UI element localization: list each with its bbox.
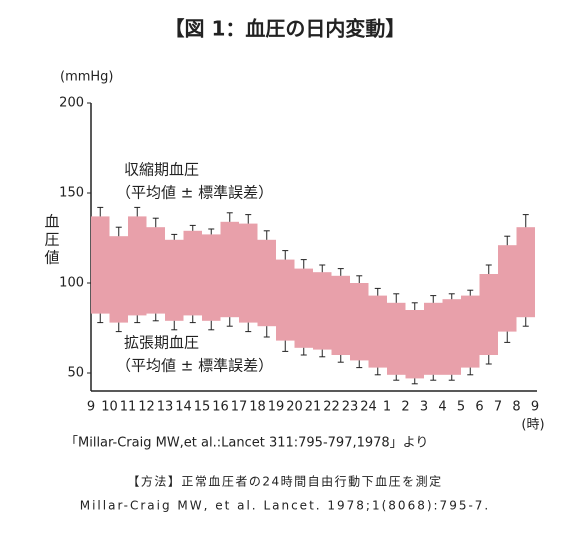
y-tick-label: 50 <box>67 366 84 381</box>
caption: 【方法】正常血圧者の24時間自由行動下血圧を測定 <box>127 474 442 489</box>
range-bar <box>276 259 295 341</box>
source: 「Millar-Craig MW,et al.:Lancet 311:795-7… <box>65 436 428 451</box>
range-bar <box>294 268 313 348</box>
caption: Millar-Craig MW, et al. Lancet. 1978;1(8… <box>80 499 491 513</box>
x-tick-label: 3 <box>420 400 428 415</box>
x-tick-label: 20 <box>286 400 303 415</box>
x-tick-label: 17 <box>231 400 248 415</box>
annotation: （平均値 ± 標準誤差） <box>116 184 273 202</box>
range-bar <box>442 299 461 375</box>
range-bar <box>128 216 147 316</box>
x-tick-label: 16 <box>212 400 229 415</box>
y-tick-label: 150 <box>59 186 84 201</box>
range-bar <box>257 239 276 327</box>
x-tick-label: 12 <box>138 400 155 415</box>
x-tick-label: 7 <box>494 400 502 415</box>
range-bar <box>220 221 239 318</box>
range-bar <box>387 302 406 375</box>
annotation: 収縮期血圧 <box>124 161 199 179</box>
y-label: 血 <box>44 213 59 231</box>
range-bar <box>91 216 110 314</box>
range-bar <box>461 295 480 368</box>
range-bar <box>183 230 202 316</box>
x-tick-label: 19 <box>268 400 285 415</box>
range-bar <box>405 310 424 379</box>
x-tick-label: 22 <box>323 400 340 415</box>
x-tick-label: 14 <box>175 400 192 415</box>
range-bar <box>424 302 443 375</box>
x-tick-label: 2 <box>401 400 409 415</box>
x-tick-label: 23 <box>342 400 359 415</box>
range-bar <box>368 295 387 368</box>
range-bar <box>202 234 221 321</box>
range-bar <box>350 283 369 361</box>
range-bar <box>516 227 535 318</box>
annotation: （平均値 ± 標準誤差） <box>116 357 273 375</box>
x-tick-label: 6 <box>475 400 483 415</box>
y-unit: (mmHg) <box>60 70 114 85</box>
range-bar <box>109 236 128 323</box>
y-label: 値 <box>44 249 59 267</box>
range-bar <box>165 239 184 321</box>
x-tick-label: 5 <box>457 400 465 415</box>
annotation: 拡張期血圧 <box>124 334 199 352</box>
x-tick-label: 10 <box>101 400 118 415</box>
range-bar <box>479 274 498 355</box>
range-bar <box>313 272 332 350</box>
x-tick-label: 4 <box>438 400 446 415</box>
y-tick-label: 200 <box>59 96 84 111</box>
y-tick-label: 100 <box>59 276 84 291</box>
range-bar <box>498 245 517 332</box>
y-label: 圧 <box>44 231 59 249</box>
x-tick-label: 9 <box>531 400 539 415</box>
x-tick-label: 15 <box>194 400 211 415</box>
range-bar <box>146 227 165 314</box>
x-tick-label: 18 <box>249 400 266 415</box>
x-tick-label: 8 <box>512 400 520 415</box>
range-bar <box>331 275 350 355</box>
x-tick-label: 9 <box>87 400 95 415</box>
range-bar <box>239 223 258 323</box>
chart-title: 【図 1：血圧の日内変動】 <box>165 17 406 41</box>
x-tick-label: 13 <box>157 400 174 415</box>
x-tick-label: 21 <box>305 400 322 415</box>
x-unit: (時) <box>521 418 544 433</box>
x-tick-label: 11 <box>120 400 137 415</box>
x-tick-label: 24 <box>360 400 377 415</box>
x-tick-label: 1 <box>383 400 391 415</box>
